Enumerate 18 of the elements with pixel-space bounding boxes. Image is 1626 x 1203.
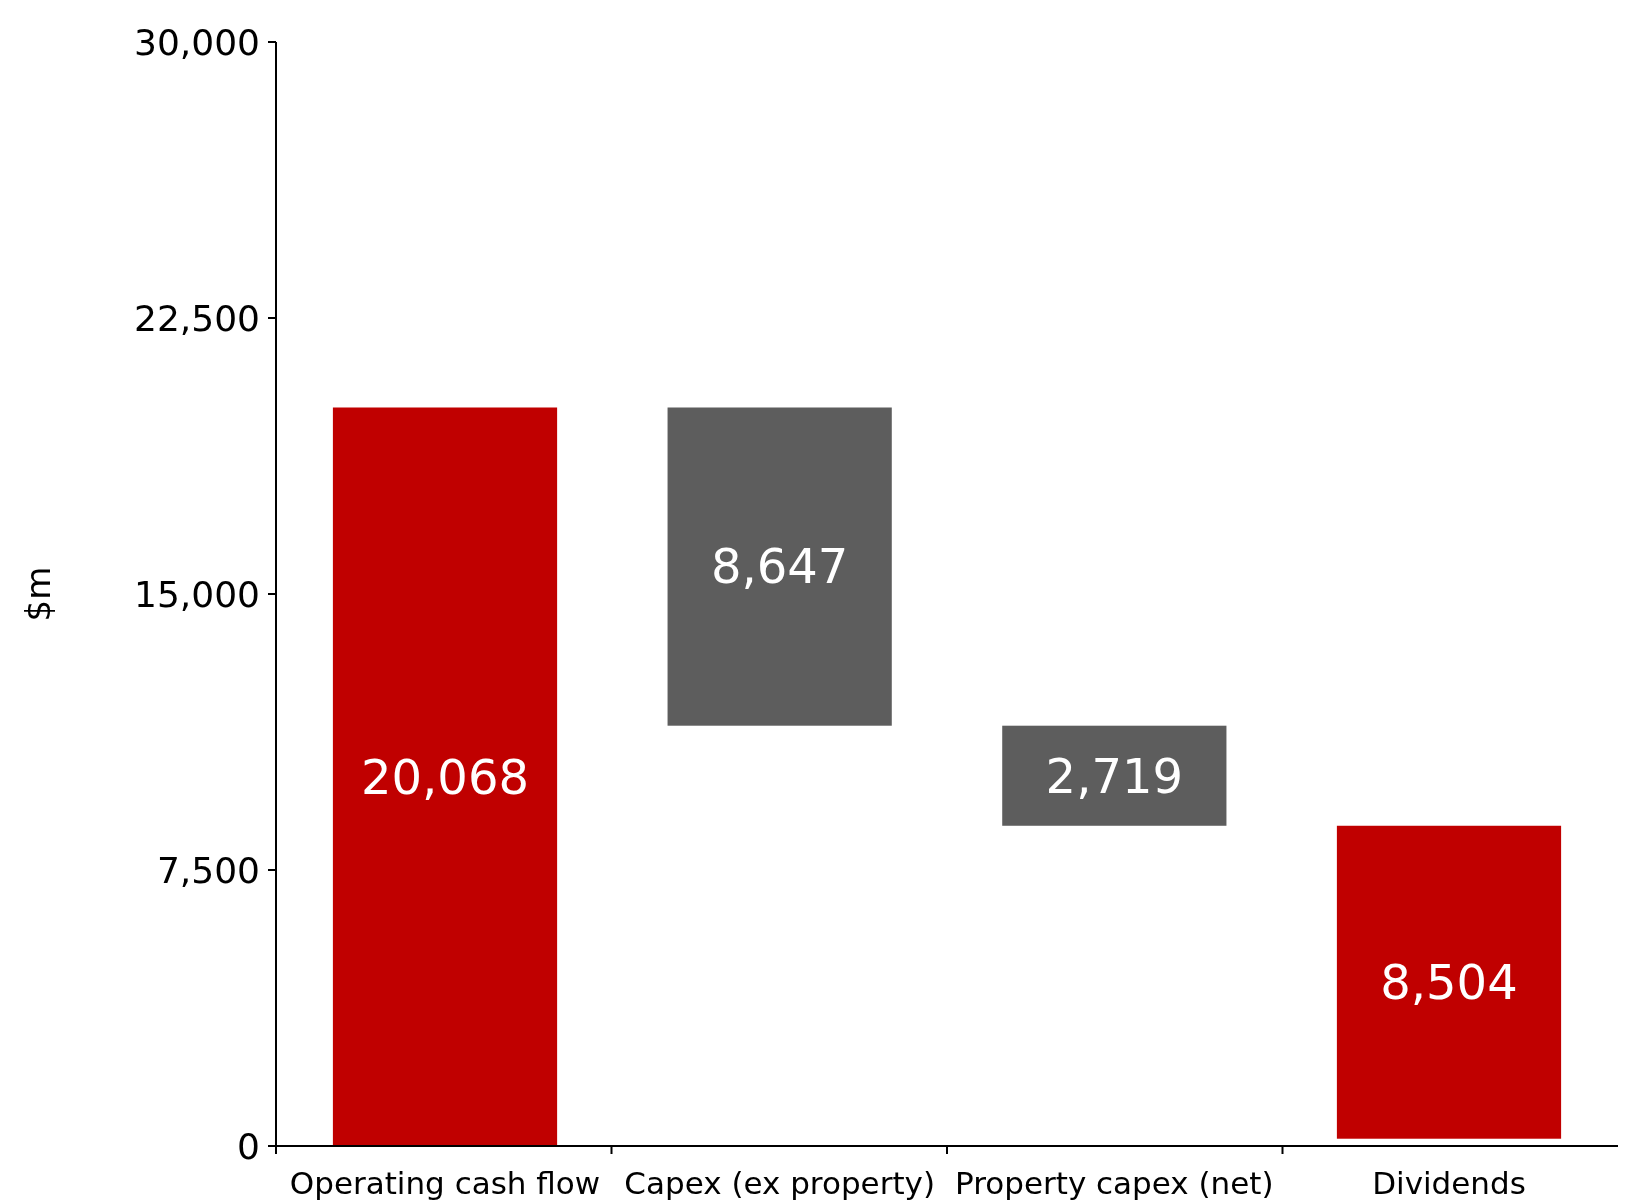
x-tick-label: Property capex (net): [955, 1165, 1274, 1201]
x-tick-label: Capex (ex property): [624, 1165, 935, 1201]
bar: [667, 407, 892, 726]
data-label: 20,068: [361, 748, 529, 805]
y-tick-label: 0: [237, 1125, 260, 1167]
y-axis-title: $m: [18, 566, 58, 622]
x-tick-label: Operating cash flow: [289, 1165, 601, 1201]
bar: [332, 407, 558, 1146]
data-label: 2,719: [1045, 747, 1184, 804]
y-tick-label: 30,000: [134, 21, 260, 63]
bar: [1002, 725, 1227, 826]
y-tick-label: 22,500: [134, 297, 260, 339]
y-tick-label: 7,500: [156, 849, 260, 891]
data-label: 8,504: [1380, 954, 1518, 1011]
y-tick-label: 15,000: [134, 573, 260, 615]
x-tick-label: Dividends: [1372, 1165, 1526, 1201]
bar: [1336, 825, 1562, 1139]
data-label: 8,647: [710, 538, 849, 595]
